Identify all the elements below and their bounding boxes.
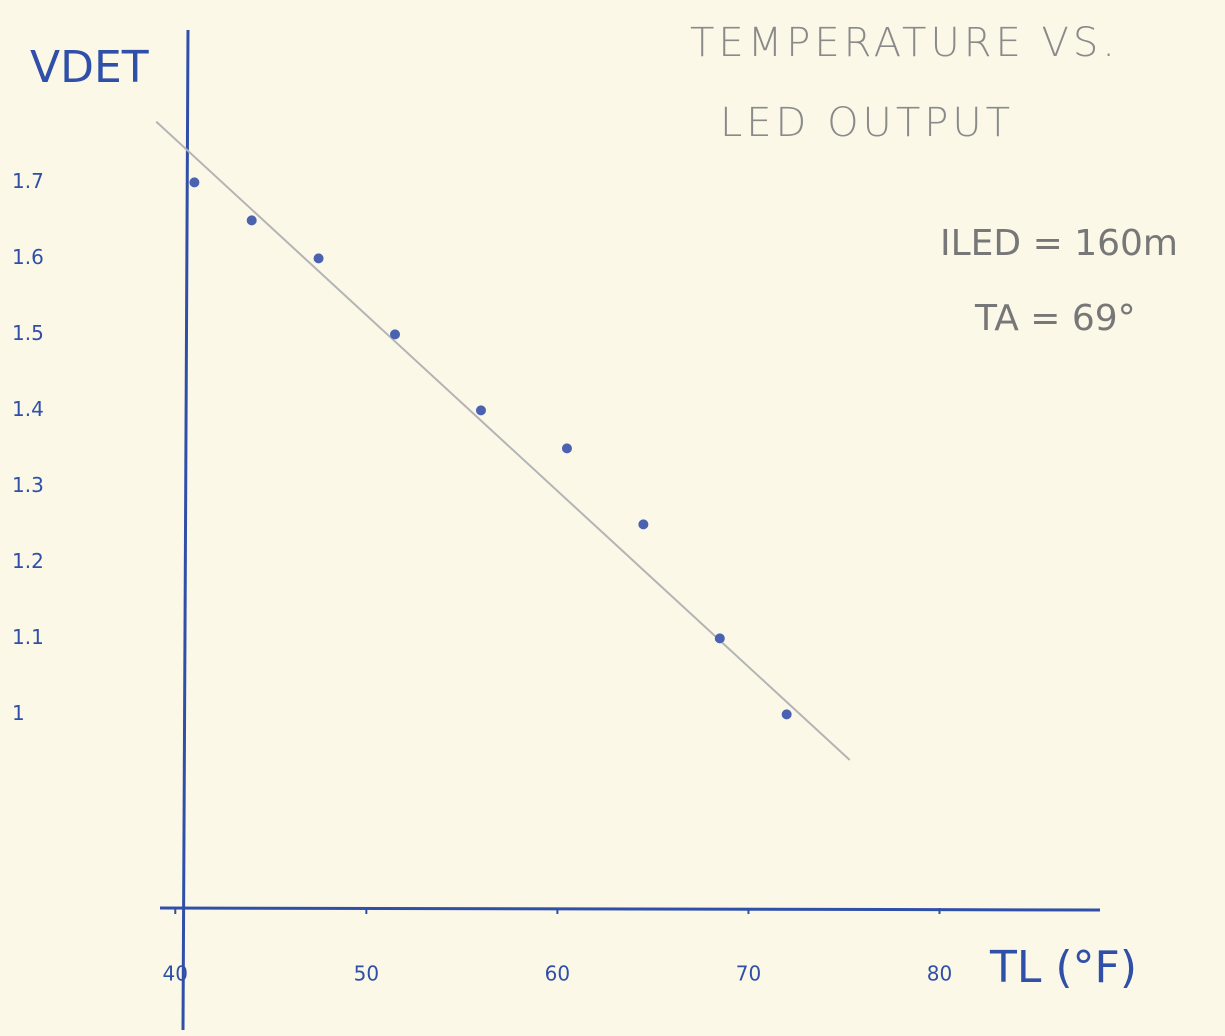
y-tick-label: 1.1 [12, 625, 44, 649]
data-point [638, 519, 648, 529]
x-tick-label: 70 [736, 962, 761, 986]
y-tick-label: 1.2 [12, 549, 44, 573]
annotation: ILED = 160m [940, 223, 1178, 264]
x-axis-label: TL (°F) [989, 942, 1137, 993]
data-point [476, 405, 486, 415]
y-tick-label: 1.4 [12, 397, 44, 421]
y-tick-label: 1.3 [12, 473, 44, 497]
data-point [314, 253, 324, 263]
y-tick-label: 1.7 [12, 169, 44, 193]
x-tick-label: 50 [354, 962, 379, 986]
y-tick-label: 1.6 [12, 245, 44, 269]
y-tick-label: 1.5 [12, 321, 44, 345]
data-point [782, 709, 792, 719]
data-point [189, 177, 199, 187]
y-tick-label: 1 [12, 701, 25, 725]
x-axis [160, 908, 1100, 910]
data-point [390, 329, 400, 339]
x-tick-label: 40 [163, 962, 188, 986]
annotation: TA = 69° [974, 298, 1136, 339]
data-point [562, 443, 572, 453]
data-point [715, 633, 725, 643]
x-tick-label: 60 [545, 962, 570, 986]
chart-title: TEMPERATURE VS. [690, 20, 1119, 66]
x-tick-label: 80 [927, 962, 952, 986]
chart-subtitle: LED OUTPUT [720, 100, 1014, 146]
y-axis-label: VDET [30, 42, 149, 93]
data-point [247, 215, 257, 225]
chart: TEMPERATURE VS. LED OUTPUT ILED = 160m T… [0, 0, 1225, 1036]
